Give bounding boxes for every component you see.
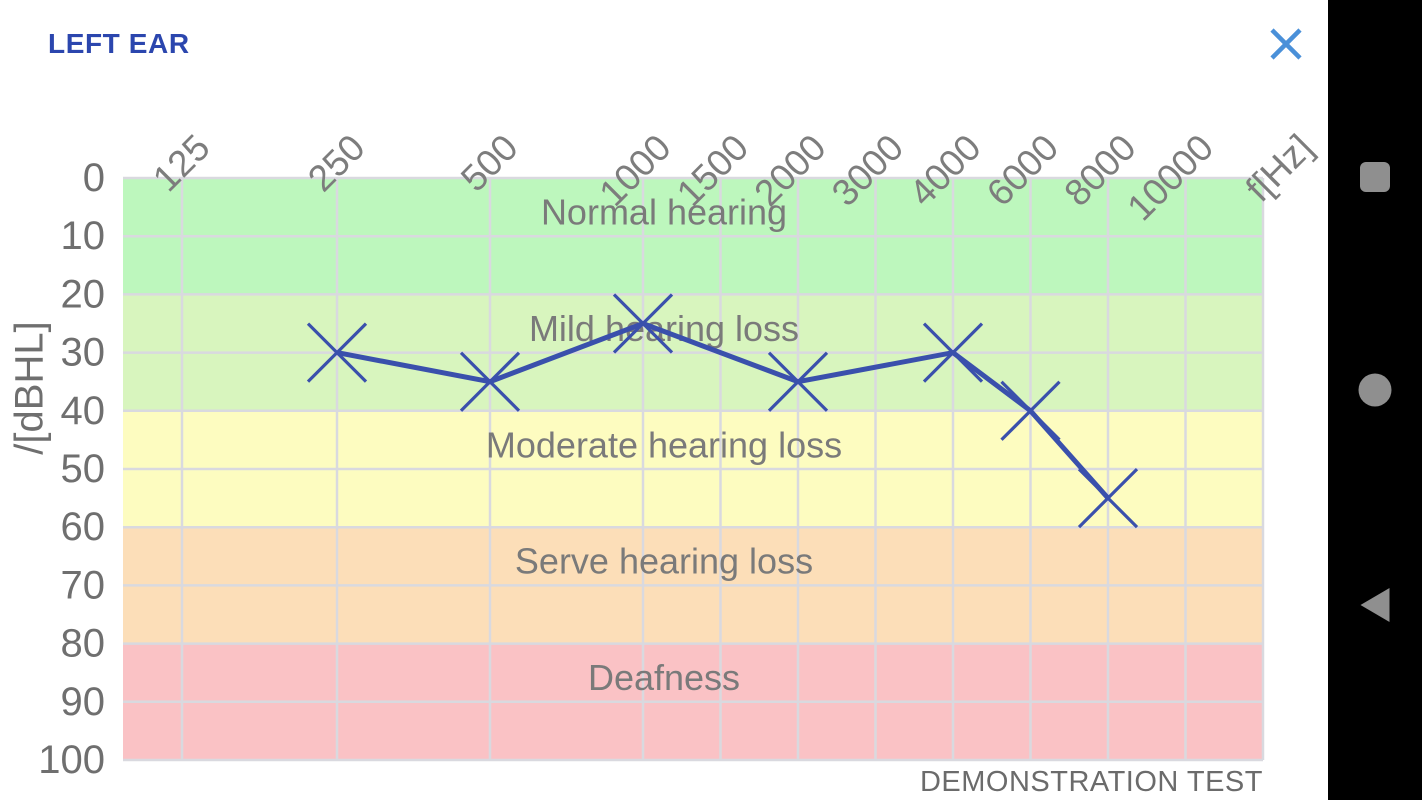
y-tick-100: 100: [38, 738, 105, 782]
band-label-3: Serve hearing loss: [515, 541, 813, 582]
y-tick-70: 70: [61, 563, 106, 607]
y-tick-0: 0: [83, 156, 105, 200]
page-title: LEFT EAR: [48, 28, 190, 59]
grid-lines: [123, 176, 1265, 762]
audiogram-panel: LEFT EAR Normal hearing Mild hearing loss…: [0, 0, 1328, 800]
y-tick-20: 20: [61, 272, 106, 316]
close-icon: [1270, 28, 1302, 60]
demonstration-test-label: DEMONSTRATION TEST: [919, 766, 1263, 798]
audiogram-chart[interactable]: Normal hearing Mild hearing loss Moderate …: [0, 0, 1328, 800]
y-tick-80: 80: [61, 622, 106, 666]
y-tick-10: 10: [61, 214, 106, 258]
y-axis-label: /[dBHL]: [7, 321, 52, 455]
marker-x-1000[interactable]: [612, 293, 674, 354]
recents-button[interactable]: [1328, 145, 1422, 209]
marker-x-2000[interactable]: [767, 351, 829, 412]
y-tick-30: 30: [61, 331, 106, 375]
back-button[interactable]: [1328, 573, 1422, 637]
home-circle-icon: [1358, 373, 1392, 407]
android-nav-bar: [1328, 0, 1422, 800]
marker-x-500[interactable]: [459, 351, 521, 412]
y-tick-90: 90: [61, 680, 106, 724]
y-tick-labels: 0 10 20 30 40 50 60 70 80 90 100: [38, 156, 105, 782]
home-button[interactable]: [1328, 358, 1422, 422]
band-label-4: Deafness: [588, 657, 740, 698]
band-label-1: Mild hearing loss: [529, 308, 799, 349]
close-button[interactable]: [1266, 24, 1306, 64]
recents-square-icon: [1360, 162, 1390, 192]
audiogram-svg: Normal hearing Mild hearing loss Moderate …: [38, 127, 1320, 782]
y-tick-40: 40: [61, 389, 106, 433]
marker-x-8000[interactable]: [1077, 467, 1139, 529]
series-left-ear-thresholds[interactable]: [306, 293, 1139, 529]
band-labels: Normal hearing Mild hearing loss Moderate …: [486, 192, 842, 699]
marker-x-4000[interactable]: [922, 322, 984, 383]
y-tick-60: 60: [61, 505, 106, 549]
marker-x-6000[interactable]: [1000, 380, 1061, 441]
band-label-2: Moderate hearing loss: [486, 424, 842, 465]
band-label-0: Normal hearing: [541, 192, 787, 233]
y-tick-50: 50: [61, 447, 106, 491]
back-triangle-icon: [1360, 588, 1390, 622]
marker-x-250[interactable]: [306, 322, 368, 383]
